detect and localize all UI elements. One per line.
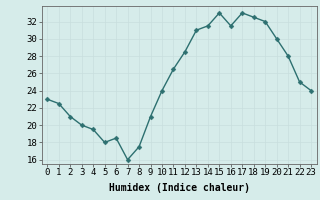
- X-axis label: Humidex (Indice chaleur): Humidex (Indice chaleur): [109, 183, 250, 193]
